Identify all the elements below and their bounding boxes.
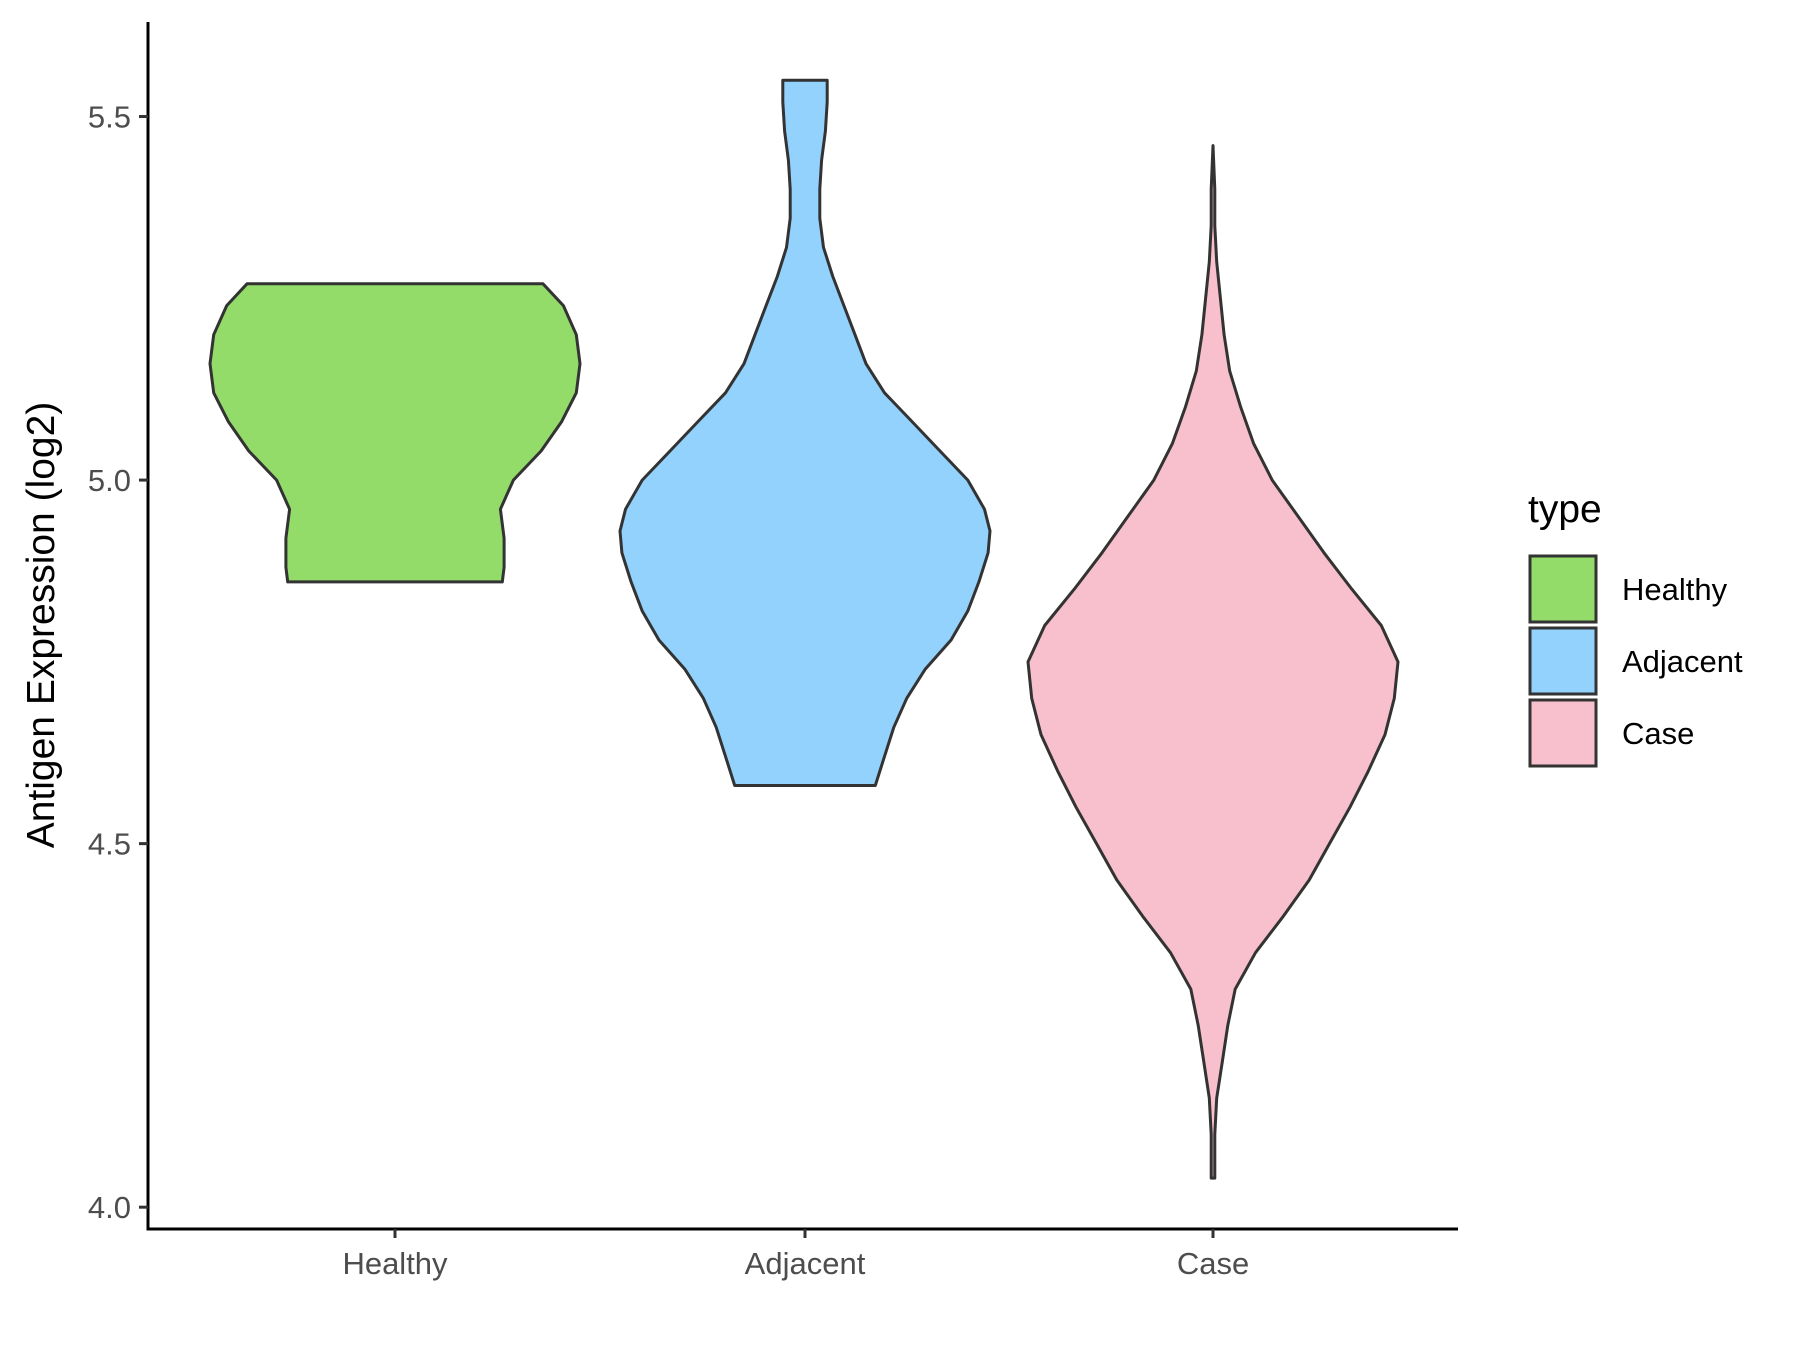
x-tick-label-healthy: Healthy [342, 1246, 448, 1281]
legend-swatch-healthy [1528, 554, 1598, 624]
y-tick-label: 5.5 [88, 100, 131, 135]
y-tick-label: 4.5 [88, 827, 131, 862]
y-tick-label: 4.0 [88, 1190, 131, 1225]
y-axis-title: Antigen Expression (log2) [20, 402, 63, 849]
legend: type Healthy Adjacent Case [1528, 488, 1743, 768]
violin-healthy [208, 282, 582, 584]
legend-swatch-case [1528, 698, 1598, 768]
legend-swatch-adjacent [1528, 626, 1598, 696]
violin-layer [208, 78, 1400, 1180]
x-tick-label-case: Case [1177, 1246, 1249, 1281]
legend-label-adjacent: Adjacent [1622, 644, 1743, 679]
legend-title: type [1528, 488, 1602, 531]
legend-label-healthy: Healthy [1622, 572, 1728, 607]
violin-case [1026, 144, 1400, 1180]
x-axis-ticks: Healthy Adjacent Case [342, 1229, 1249, 1281]
legend-label-case: Case [1622, 716, 1694, 751]
y-axis-ticks: 4.0 4.5 5.0 5.5 [88, 100, 148, 1225]
y-tick-label: 5.0 [88, 463, 131, 498]
x-tick-label-adjacent: Adjacent [745, 1246, 866, 1281]
violin-adjacent [618, 78, 992, 787]
